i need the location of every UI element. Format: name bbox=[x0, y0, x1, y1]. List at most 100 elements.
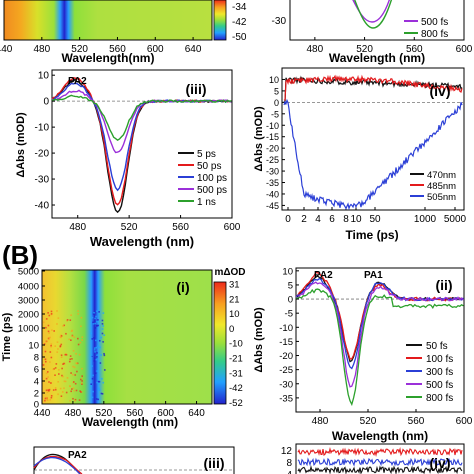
B-i-texture-dot bbox=[50, 310, 53, 313]
B-i-texture-dot bbox=[69, 358, 72, 361]
B-ii-series-800fs bbox=[295, 288, 464, 407]
A-iv-xtick-3: 6 bbox=[329, 214, 335, 225]
annotation-B-iii: PA2 bbox=[68, 450, 87, 461]
B-ii-xtick-2: 560 bbox=[408, 416, 425, 427]
B-i-cbtick-2: 10 bbox=[229, 309, 240, 320]
B-i-texture-dot bbox=[47, 330, 50, 333]
panel-B-ii: 50 fs 100 fs 300 fs 500 fs 800 fs 10 5 0 -5 -10 -1… bbox=[253, 266, 473, 443]
A-iv-ytick-9: -35 bbox=[266, 178, 279, 188]
B-i-texture-dot bbox=[90, 385, 93, 387]
B-i-texture-dot bbox=[74, 382, 77, 385]
B-i-texture-dot bbox=[57, 317, 60, 319]
B-i-texture-dot bbox=[66, 377, 69, 379]
B-i-texture-dot bbox=[48, 381, 50, 383]
B-i-texture-dot bbox=[44, 358, 47, 361]
panel-label-B-ii: (ii) bbox=[435, 277, 452, 293]
B-ii-ytick-2: 0 bbox=[288, 295, 293, 306]
B-iv-series-0 bbox=[297, 446, 463, 458]
B-i-texture-dot bbox=[54, 388, 57, 391]
panel-label-A-iv: (iv) bbox=[430, 83, 451, 99]
B-i-texture-dot bbox=[48, 338, 50, 341]
B-i-texture-dot bbox=[95, 398, 98, 400]
xlabel-A-i: Wavelength(nm) bbox=[62, 51, 155, 65]
A-iii-xtick-1: 520 bbox=[121, 222, 138, 233]
B-i-texture-dot bbox=[57, 380, 59, 383]
B-i-texture-dot bbox=[50, 396, 53, 399]
panel-label-B-iv: (iv) bbox=[430, 455, 451, 471]
B-i-texture-dot bbox=[65, 391, 68, 394]
B-i-texture-dot bbox=[76, 362, 78, 365]
legend-label-A-ii-1: 800 fs bbox=[421, 29, 448, 40]
annotation-B-ii-0: PA2 bbox=[314, 270, 333, 281]
B-ii-ytick-5: -15 bbox=[279, 337, 293, 348]
B-i-texture-dot bbox=[96, 355, 98, 358]
B-i-texture-dot bbox=[100, 336, 102, 339]
B-i-ytick-9: 2 bbox=[34, 389, 39, 400]
B-i-texture-dot bbox=[73, 366, 76, 369]
B-i-texture-dot bbox=[72, 397, 74, 400]
B-i-texture-dot bbox=[63, 362, 65, 365]
B-i-texture-dot bbox=[103, 334, 106, 336]
B-i-texture-dot bbox=[90, 332, 92, 335]
B-ii-series-100fs bbox=[295, 271, 464, 360]
B-i-xtick-4: 600 bbox=[157, 408, 174, 419]
panel-A-i: -34 -42 -50 440 480 520 560 600 640 Wavelength(… bbox=[0, 0, 247, 65]
B-i-texture-dot bbox=[78, 399, 81, 401]
B-i-texture-dot bbox=[81, 336, 84, 339]
A-iii-ytick-1: 0 bbox=[43, 97, 49, 108]
B-i-texture-dot bbox=[61, 367, 63, 370]
colorbar-B-i bbox=[213, 281, 227, 405]
B-i-texture-dot bbox=[54, 374, 56, 376]
ylabel-B-i: Time (ps) bbox=[1, 312, 13, 361]
B-i-texture-dot bbox=[71, 358, 73, 360]
B-i-texture-dot bbox=[103, 369, 106, 371]
B-i-texture-dot bbox=[72, 365, 74, 368]
B-ii-ytick-9: -35 bbox=[279, 393, 293, 404]
B-iv-series-2 bbox=[297, 464, 463, 474]
B-i-texture-dot bbox=[44, 399, 46, 402]
B-iv-series-1 bbox=[297, 457, 463, 467]
B-i-texture-dot bbox=[45, 340, 47, 343]
B-i-texture-dot bbox=[97, 324, 100, 327]
A-iii-legend-label-3: 500 ps bbox=[197, 185, 227, 196]
B-i-texture-dot bbox=[47, 324, 50, 327]
B-i-texture-dot bbox=[54, 345, 57, 347]
B-i-texture-dot bbox=[52, 368, 55, 371]
B-i-texture-dot bbox=[93, 337, 95, 339]
B-i-texture-dot bbox=[74, 399, 76, 402]
B-i-ytick-8: 4 bbox=[34, 377, 39, 388]
B-i-texture-dot bbox=[97, 382, 100, 385]
B-ii-legend-label-2: 300 fs bbox=[426, 367, 453, 378]
B-i-texture-dot bbox=[80, 316, 83, 319]
A-iii-legend-label-2: 100 ps bbox=[197, 173, 227, 184]
A-iv-series-485nm bbox=[283, 74, 463, 101]
A-i-cbtick-2: -50 bbox=[232, 32, 247, 43]
A-i-xtick-0: 440 bbox=[0, 44, 13, 55]
A-iv-xtick-4: 8 bbox=[343, 214, 349, 225]
B-ii-xtick-1: 520 bbox=[360, 416, 377, 427]
B-i-texture-dot bbox=[59, 387, 62, 390]
B-ii-ytick-8: -30 bbox=[279, 379, 293, 390]
B-i-xtick-0: 440 bbox=[34, 408, 51, 419]
B-i-texture-dot bbox=[92, 321, 94, 324]
B-i-texture-dot bbox=[97, 380, 100, 383]
B-ii-xtick-3: 600 bbox=[456, 416, 473, 427]
B-i-texture-dot bbox=[69, 385, 71, 388]
B-i-texture-dot bbox=[59, 345, 62, 347]
A-iii-ytick-5: -40 bbox=[35, 201, 50, 212]
B-i-texture-dot bbox=[77, 313, 80, 315]
B-i-texture-dot bbox=[61, 374, 63, 377]
B-i-texture-dot bbox=[43, 343, 46, 345]
B-ii-ytick-6: -20 bbox=[279, 351, 293, 362]
B-i-texture-dot bbox=[69, 355, 72, 357]
B-i-texture-dot bbox=[97, 345, 99, 348]
B-i-ytick-0: 5000 bbox=[18, 267, 39, 278]
A-iv-ytick-4: -10 bbox=[266, 121, 279, 131]
heatmap-A-i bbox=[4, 0, 212, 40]
B-i-ytick-5: 10 bbox=[28, 341, 39, 352]
B-i-texture-dot bbox=[70, 339, 72, 341]
B-i-texture-dot bbox=[50, 345, 52, 348]
B-i-texture-dot bbox=[98, 339, 101, 342]
B-i-texture-dot bbox=[98, 387, 100, 390]
B-ii-series-500fs bbox=[295, 281, 464, 388]
